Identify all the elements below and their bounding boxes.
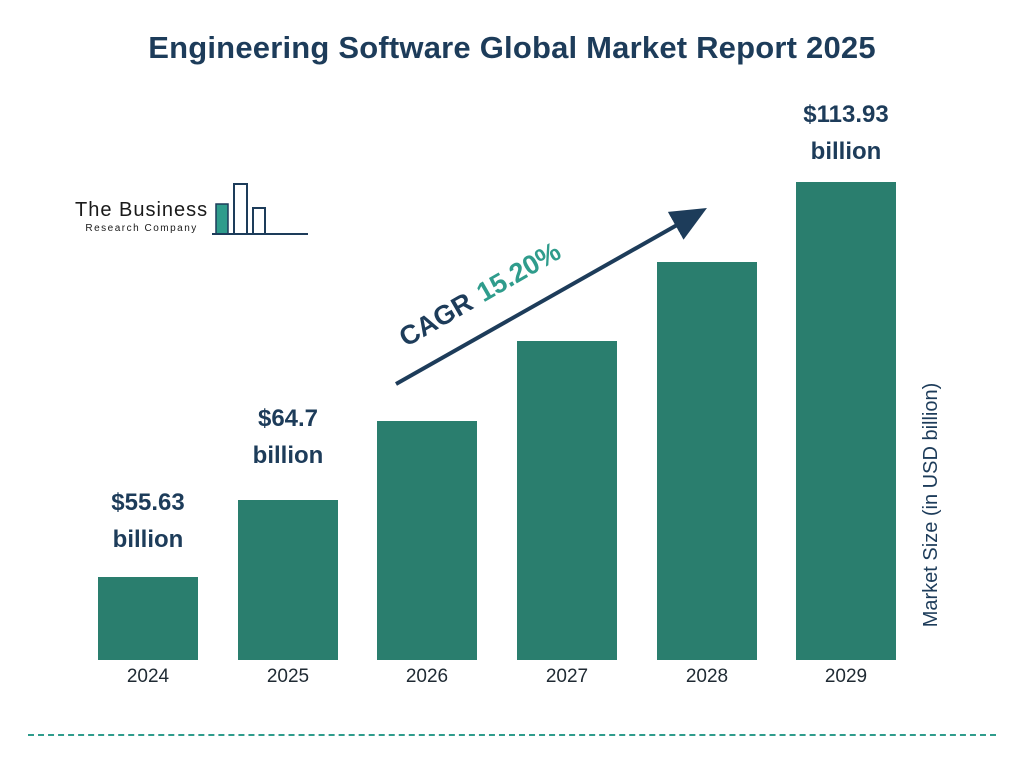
value-label-2024: $55.63 billion <box>63 484 233 558</box>
value-label-2024-amount: $55.63 <box>111 489 185 516</box>
value-label-2029-unit: billion <box>810 138 882 165</box>
bottom-dashed-divider <box>28 734 996 736</box>
bar-2024 <box>98 577 198 660</box>
bar-2025 <box>238 500 338 660</box>
logo-bars-icon <box>212 183 309 235</box>
cagr-label: CAGR <box>393 286 478 353</box>
x-tick-2028: 2028 <box>685 666 729 687</box>
logo-line-2: Research Company <box>85 223 198 234</box>
value-label-2025: $64.7 billion <box>203 400 373 474</box>
bar-2029 <box>796 182 896 660</box>
value-label-2024-unit: billion <box>112 526 184 553</box>
bar-2026 <box>377 421 477 660</box>
value-label-2025-amount: $64.7 <box>257 405 319 432</box>
value-label-2029-amount: $113.93 <box>803 101 889 128</box>
company-logo: The Business Research Company <box>75 178 312 242</box>
bar-2028 <box>657 262 757 660</box>
x-tick-2026: 2026 <box>405 666 449 687</box>
value-label-2025-unit: billion <box>252 442 324 469</box>
x-tick-2024: 2024 <box>126 666 170 687</box>
chart-title: Engineering Software Global Market Repor… <box>148 30 876 65</box>
x-tick-2027: 2027 <box>545 666 589 687</box>
y-axis-label: Market Size (in USD billion) <box>920 382 942 628</box>
x-tick-2029: 2029 <box>824 666 868 687</box>
x-tick-2025: 2025 <box>266 666 310 687</box>
bar-2027 <box>517 341 617 660</box>
value-label-2029: $113.93 billion <box>761 96 931 170</box>
logo-line-1: The Business <box>75 199 209 221</box>
cagr-annotation: CAGR15.20% <box>394 202 626 354</box>
logo-text: The Business Research Company <box>75 199 208 234</box>
cagr-value: 15.20% <box>471 236 566 308</box>
